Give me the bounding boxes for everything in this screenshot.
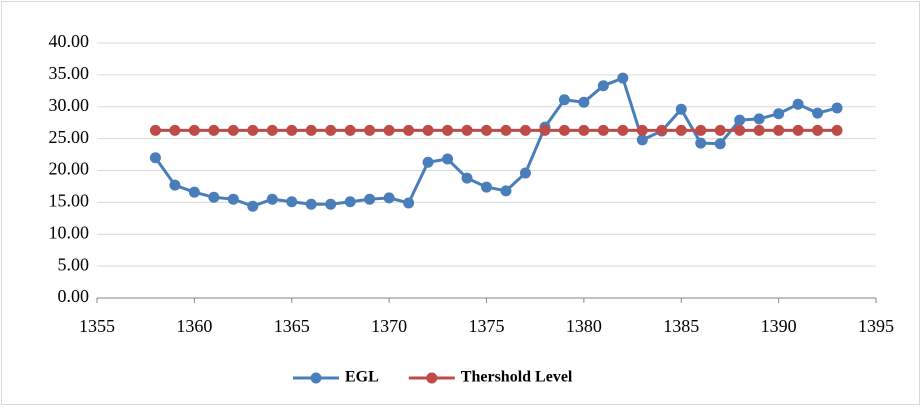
data-point <box>188 186 200 198</box>
data-point <box>286 124 298 136</box>
data-point <box>714 124 726 136</box>
data-point <box>442 153 454 165</box>
data-point <box>325 198 337 210</box>
data-point <box>149 124 161 136</box>
data-point <box>442 124 454 136</box>
data-point <box>422 124 434 136</box>
data-point <box>364 193 376 205</box>
data-point <box>831 102 843 114</box>
data-point <box>344 196 356 208</box>
data-point <box>266 193 278 205</box>
data-point <box>247 124 259 136</box>
data-point <box>383 124 395 136</box>
data-point <box>481 181 492 193</box>
data-point <box>227 124 239 136</box>
data-point <box>500 124 512 136</box>
data-point <box>247 200 259 212</box>
data-point <box>636 134 648 146</box>
data-point <box>597 80 609 92</box>
data-point <box>597 124 609 136</box>
data-point <box>734 124 746 136</box>
data-point <box>500 185 512 197</box>
y-tick-label: 10.00 <box>49 222 90 242</box>
data-point <box>695 124 707 136</box>
data-point <box>636 124 648 136</box>
data-point <box>286 196 298 208</box>
data-point <box>403 197 415 209</box>
x-tick-label: 1380 <box>566 316 602 336</box>
data-point <box>714 138 726 150</box>
data-point <box>831 124 843 136</box>
data-point <box>208 124 220 136</box>
data-point <box>364 124 376 136</box>
x-tick-label: 1385 <box>663 316 699 336</box>
data-point <box>481 124 492 136</box>
x-tick-label: 1360 <box>176 316 212 336</box>
data-point <box>617 72 629 84</box>
y-tick-label: 20.00 <box>49 159 90 179</box>
data-point <box>519 167 531 179</box>
data-point <box>149 152 161 164</box>
data-point <box>753 124 765 136</box>
data-point <box>792 98 804 110</box>
y-tick-label: 35.00 <box>49 63 90 83</box>
data-point <box>656 124 668 136</box>
data-point <box>266 124 278 136</box>
data-point <box>578 124 590 136</box>
data-point <box>734 114 746 126</box>
data-point <box>227 193 239 205</box>
data-point <box>325 124 337 136</box>
legend-label: Thershold Level <box>461 369 573 386</box>
data-point <box>812 107 824 119</box>
data-point <box>617 124 629 136</box>
data-point <box>675 103 687 115</box>
series-line <box>154 76 838 208</box>
data-point <box>169 124 181 136</box>
data-point <box>461 172 473 184</box>
data-point <box>558 124 570 136</box>
data-point <box>383 192 395 204</box>
data-point <box>773 124 785 136</box>
x-tick-label: 1365 <box>274 316 310 336</box>
legend-marker <box>426 372 438 384</box>
data-point <box>344 124 356 136</box>
data-point <box>539 124 551 136</box>
x-tick-label: 1375 <box>469 316 505 336</box>
y-tick-label: 30.00 <box>49 95 90 115</box>
data-point <box>169 179 181 191</box>
data-point <box>519 124 531 136</box>
y-tick-label: 15.00 <box>49 191 90 211</box>
y-tick-label: 5.00 <box>58 254 90 274</box>
y-tick-label: 25.00 <box>49 127 90 147</box>
x-tick-label: 1395 <box>858 316 894 336</box>
data-point <box>461 124 473 136</box>
data-point <box>773 108 785 120</box>
data-point <box>305 198 317 210</box>
data-point <box>305 124 317 136</box>
data-point <box>675 124 687 136</box>
x-tick-label: 1355 <box>79 316 115 336</box>
data-point <box>812 124 824 136</box>
x-tick-label: 1370 <box>371 316 407 336</box>
data-point <box>558 94 570 106</box>
data-point <box>792 124 804 136</box>
data-point <box>422 156 434 168</box>
data-point <box>753 113 765 125</box>
data-point <box>208 191 220 203</box>
x-tick-label: 1390 <box>761 316 797 336</box>
legend-label: EGL <box>345 369 379 386</box>
data-point <box>578 96 590 108</box>
y-tick-label: 40.00 <box>49 31 90 51</box>
data-point <box>695 137 707 149</box>
y-tick-label: 0.00 <box>58 286 90 306</box>
data-point <box>188 124 200 136</box>
legend-marker <box>310 372 322 384</box>
data-point <box>403 124 415 136</box>
